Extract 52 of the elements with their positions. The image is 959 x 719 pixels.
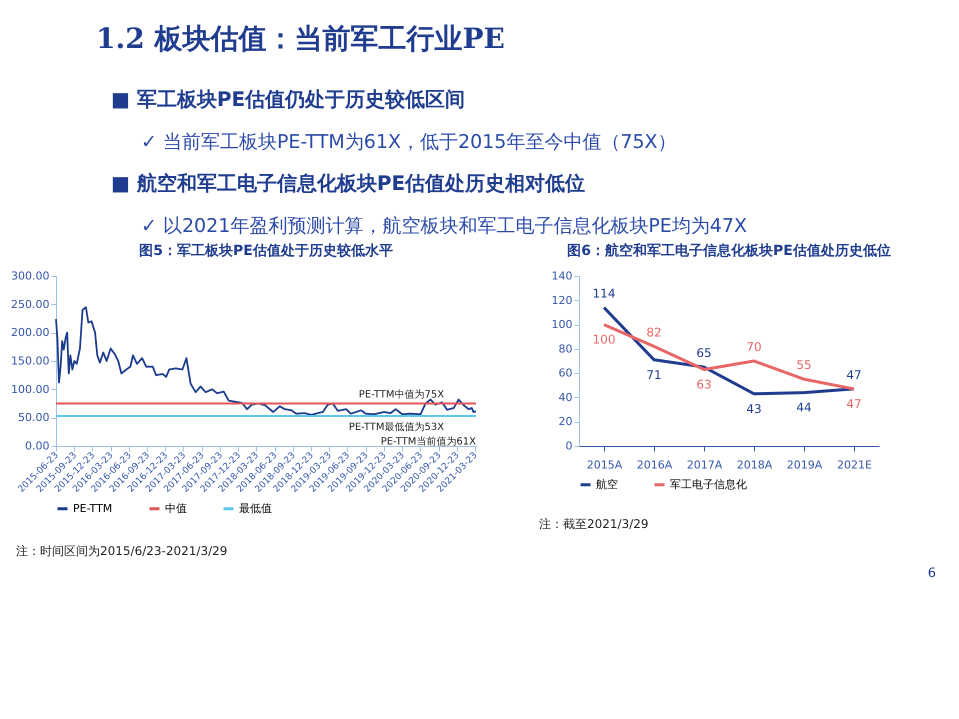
annotation: PE-TTM最低值为53X xyxy=(348,420,444,433)
data-label: 114 xyxy=(592,286,616,301)
x-tick-label: 2016A xyxy=(636,458,673,472)
y-tick-label: 100.00 xyxy=(11,382,50,396)
annotation: PE-TTM当前值为61X xyxy=(380,435,476,448)
y-tick-label: 80 xyxy=(558,342,572,356)
text: ✓ 以2021年盈利预测计算，航空板块和军工电子信息化板块PE均为47X xyxy=(141,215,747,237)
text: ■ 航空和军工电子信息化板块PE估值处历史相对低位 xyxy=(111,171,586,195)
text: 注：截至2021/3/29 xyxy=(539,517,649,531)
legend-label: 中值 xyxy=(165,502,187,515)
text: 6 xyxy=(928,566,936,581)
data-label: 55 xyxy=(796,358,812,372)
y-tick-label: 200.00 xyxy=(11,326,50,340)
data-label: 65 xyxy=(696,346,712,360)
y-tick-label: 140 xyxy=(552,270,572,282)
y-tick-label: 100 xyxy=(552,318,572,332)
data-label: 70 xyxy=(746,340,762,354)
data-label: 44 xyxy=(796,400,812,415)
y-tick-label: 50.00 xyxy=(18,411,50,424)
data-label: 71 xyxy=(646,368,662,382)
text: 1.2 板块估值：当前军工行业PE xyxy=(96,22,505,55)
text: 注：时间区间为2015/6/23-2021/3/29 xyxy=(16,544,228,558)
legend-label: PE-TTM xyxy=(73,502,112,515)
data-label: 63 xyxy=(696,378,712,392)
y-tick-label: 60 xyxy=(558,366,572,380)
chart-title: 图5：军工板块PE估值处于历史较低水平 xyxy=(139,243,393,259)
x-tick-label: 2019A xyxy=(786,458,823,472)
y-tick-label: 0.00 xyxy=(25,440,50,452)
y-tick-label: 250.00 xyxy=(11,298,50,311)
y-tick-label: 0 xyxy=(566,440,572,452)
y-tick-label: 150.00 xyxy=(11,354,50,368)
y-tick-label: 20 xyxy=(558,415,572,428)
y-tick-label: 120 xyxy=(552,294,572,307)
data-label: 100 xyxy=(592,332,616,347)
chart-title: 图6：航空和军工电子信息化板块PE估值处历史低位 xyxy=(567,242,891,259)
x-tick-label: 2015A xyxy=(586,458,623,472)
legend-label: 最低值 xyxy=(239,502,272,515)
y-tick-label: 40 xyxy=(558,390,572,404)
text: ■ 军工板块PE估值仍处于历史较低区间 xyxy=(111,87,466,111)
data-label: 47 xyxy=(846,368,862,382)
data-label: 82 xyxy=(646,325,662,340)
line-series xyxy=(55,306,477,416)
data-label: 43 xyxy=(746,402,762,416)
text: ✓ 当前军工板块PE-TTM为61X，低于2015年至今中值（75X） xyxy=(141,131,677,153)
x-tick-label: 2018A xyxy=(736,458,773,472)
x-tick-label: 2021E xyxy=(837,458,872,472)
legend-label: 军工电子信息化 xyxy=(670,478,747,491)
annotation: PE-TTM中值为75X xyxy=(358,388,444,400)
y-tick-label: 300.00 xyxy=(11,270,50,282)
x-tick-label: 2017A xyxy=(686,458,723,472)
data-label: 47 xyxy=(846,396,862,411)
legend-label: 航空 xyxy=(596,478,618,491)
